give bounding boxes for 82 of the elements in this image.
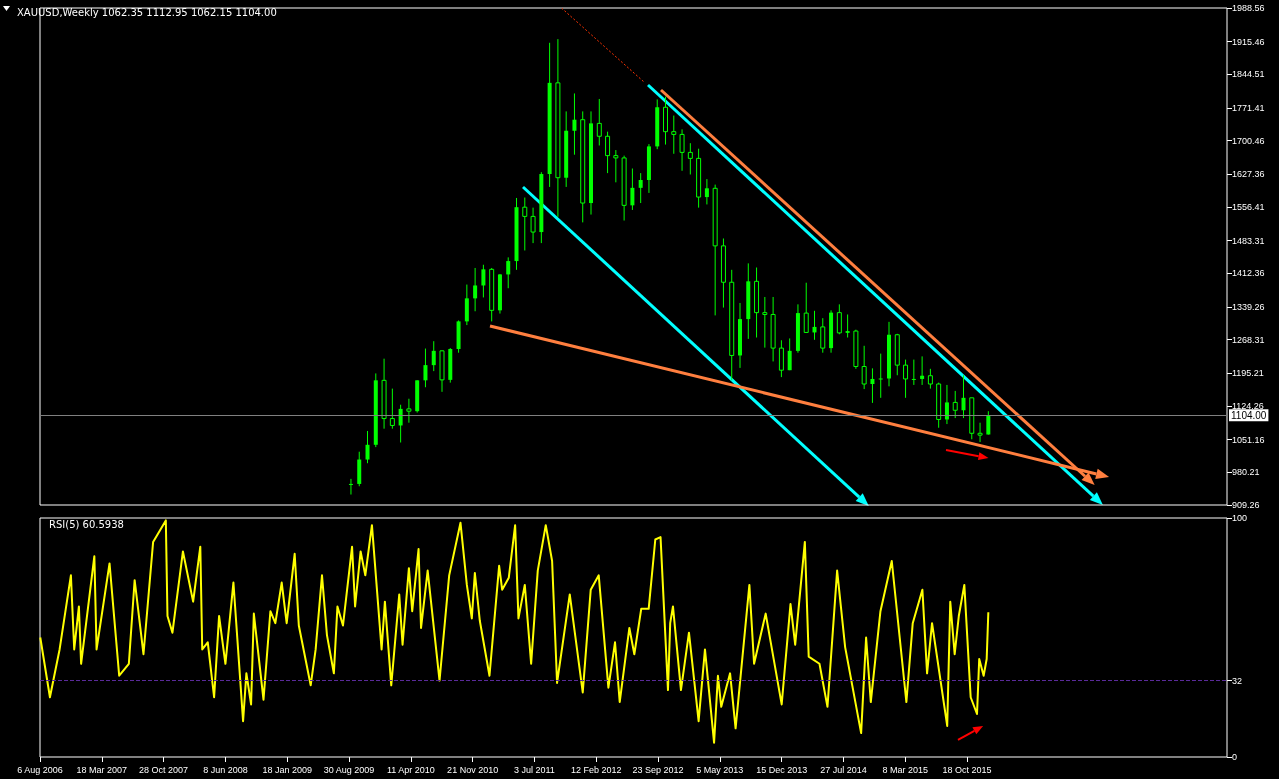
- candlestick: [423, 348, 428, 388]
- x-tick-label: 18 Jan 2009: [262, 764, 312, 775]
- candlestick: [927, 368, 933, 390]
- candlestick: [762, 296, 768, 349]
- x-tick-label: 12 Feb 2012: [570, 764, 622, 775]
- candlestick: [638, 172, 643, 204]
- candlestick: [861, 345, 867, 390]
- candlestick: [803, 282, 809, 334]
- y-tick-label: 1844.51: [1232, 69, 1265, 80]
- candlestick: [365, 430, 370, 464]
- candlestick: [530, 207, 536, 244]
- candlestick: [389, 388, 395, 430]
- y-tick-label: 100: [1232, 513, 1248, 523]
- x-tick-label: 3 Jul 2011: [514, 764, 555, 775]
- x-tick-label: 15 Dec 2013: [756, 764, 808, 775]
- candlestick: [481, 264, 486, 298]
- candlestick: [812, 310, 817, 341]
- y-tick-label: 1268.31: [1232, 334, 1265, 345]
- x-tick-label: 8 Mar 2015: [882, 764, 929, 775]
- candlestick: [986, 410, 991, 436]
- y-tick-label: 1556.41: [1232, 202, 1265, 212]
- line-series: [39, 519, 990, 744]
- y-tick-label: 1412.36: [1232, 268, 1265, 279]
- candlestick: [464, 284, 469, 326]
- x-tick-label: 30 Aug 2009: [323, 764, 375, 775]
- candlestick: [870, 367, 875, 404]
- candlestick: [605, 131, 611, 174]
- y-tick-label: 1988.56: [1232, 3, 1265, 13]
- candlestick: [473, 267, 478, 312]
- chart-title: RSI(5) 60.5938: [49, 518, 124, 530]
- x-tick-label: 18 Oct 2015: [942, 764, 992, 775]
- x-tick-label: 28 Oct 2007: [139, 764, 189, 775]
- y-tick-label: 1700.46: [1232, 135, 1265, 146]
- y-tick-label: 1124.26: [1232, 401, 1264, 411]
- candlestick: [820, 317, 826, 354]
- candlestick: [687, 142, 693, 175]
- candlestick: [778, 339, 784, 378]
- chart-title: XAUUSD,Weekly 1062.35 1112.95 1062.15 1104.00: [17, 6, 277, 18]
- candlestick: [836, 303, 842, 335]
- candlestick: [630, 168, 635, 211]
- candlestick: [613, 149, 619, 183]
- candlestick: [398, 404, 403, 443]
- candlestick: [911, 359, 916, 386]
- y-tick-label: 1771.41: [1232, 102, 1265, 113]
- y-tick-label: 1195.21: [1232, 368, 1264, 379]
- ref-line-label: 1104.00: [1231, 409, 1267, 421]
- y-tick-label: 1627.36: [1232, 169, 1265, 180]
- candlestick: [348, 478, 353, 496]
- x-tick-label: 8 Jun 2008: [203, 764, 248, 775]
- candlestick: [596, 98, 602, 146]
- candlestick: [506, 256, 511, 289]
- y-tick-label: 1483.31: [1232, 235, 1265, 246]
- candlestick: [845, 313, 850, 338]
- y-tick-label: 1051.16: [1232, 434, 1265, 445]
- candlestick: [431, 340, 436, 372]
- candlestick: [944, 384, 949, 425]
- candlestick: [522, 197, 528, 251]
- x-tick-label: 18 Mar 2007: [76, 764, 128, 775]
- x-tick-label: 21 Nov 2010: [447, 764, 499, 775]
- candlestick: [878, 353, 883, 399]
- y-tick-label: 980.21: [1232, 467, 1260, 478]
- candlestick: [572, 92, 577, 156]
- x-tick-label: 23 Sep 2012: [632, 764, 684, 775]
- candlestick: [952, 390, 958, 419]
- candlestick: [920, 355, 925, 386]
- x-tick-label: 11 Apr 2010: [386, 764, 435, 775]
- y-tick-label: 32: [1232, 675, 1243, 686]
- x-tick-label: 5 May 2013: [696, 764, 744, 775]
- candlestick: [787, 337, 792, 371]
- candlestick: [671, 115, 677, 155]
- candlestick: [704, 178, 709, 205]
- y-tick-label: 1915.46: [1232, 36, 1265, 47]
- y-tick-label: 1339.26: [1232, 301, 1265, 312]
- candlestick: [961, 374, 966, 419]
- y-tick-label: 909.26: [1232, 500, 1260, 510]
- candlestick: [406, 398, 412, 424]
- candlestick: [679, 128, 685, 172]
- candlestick: [977, 422, 983, 443]
- x-tick-label: 27 Jul 2014: [820, 764, 867, 775]
- x-tick-label: 6 Aug 2006: [17, 764, 63, 775]
- y-tick-label: 0: [1232, 752, 1238, 762]
- candlestick: [903, 359, 909, 399]
